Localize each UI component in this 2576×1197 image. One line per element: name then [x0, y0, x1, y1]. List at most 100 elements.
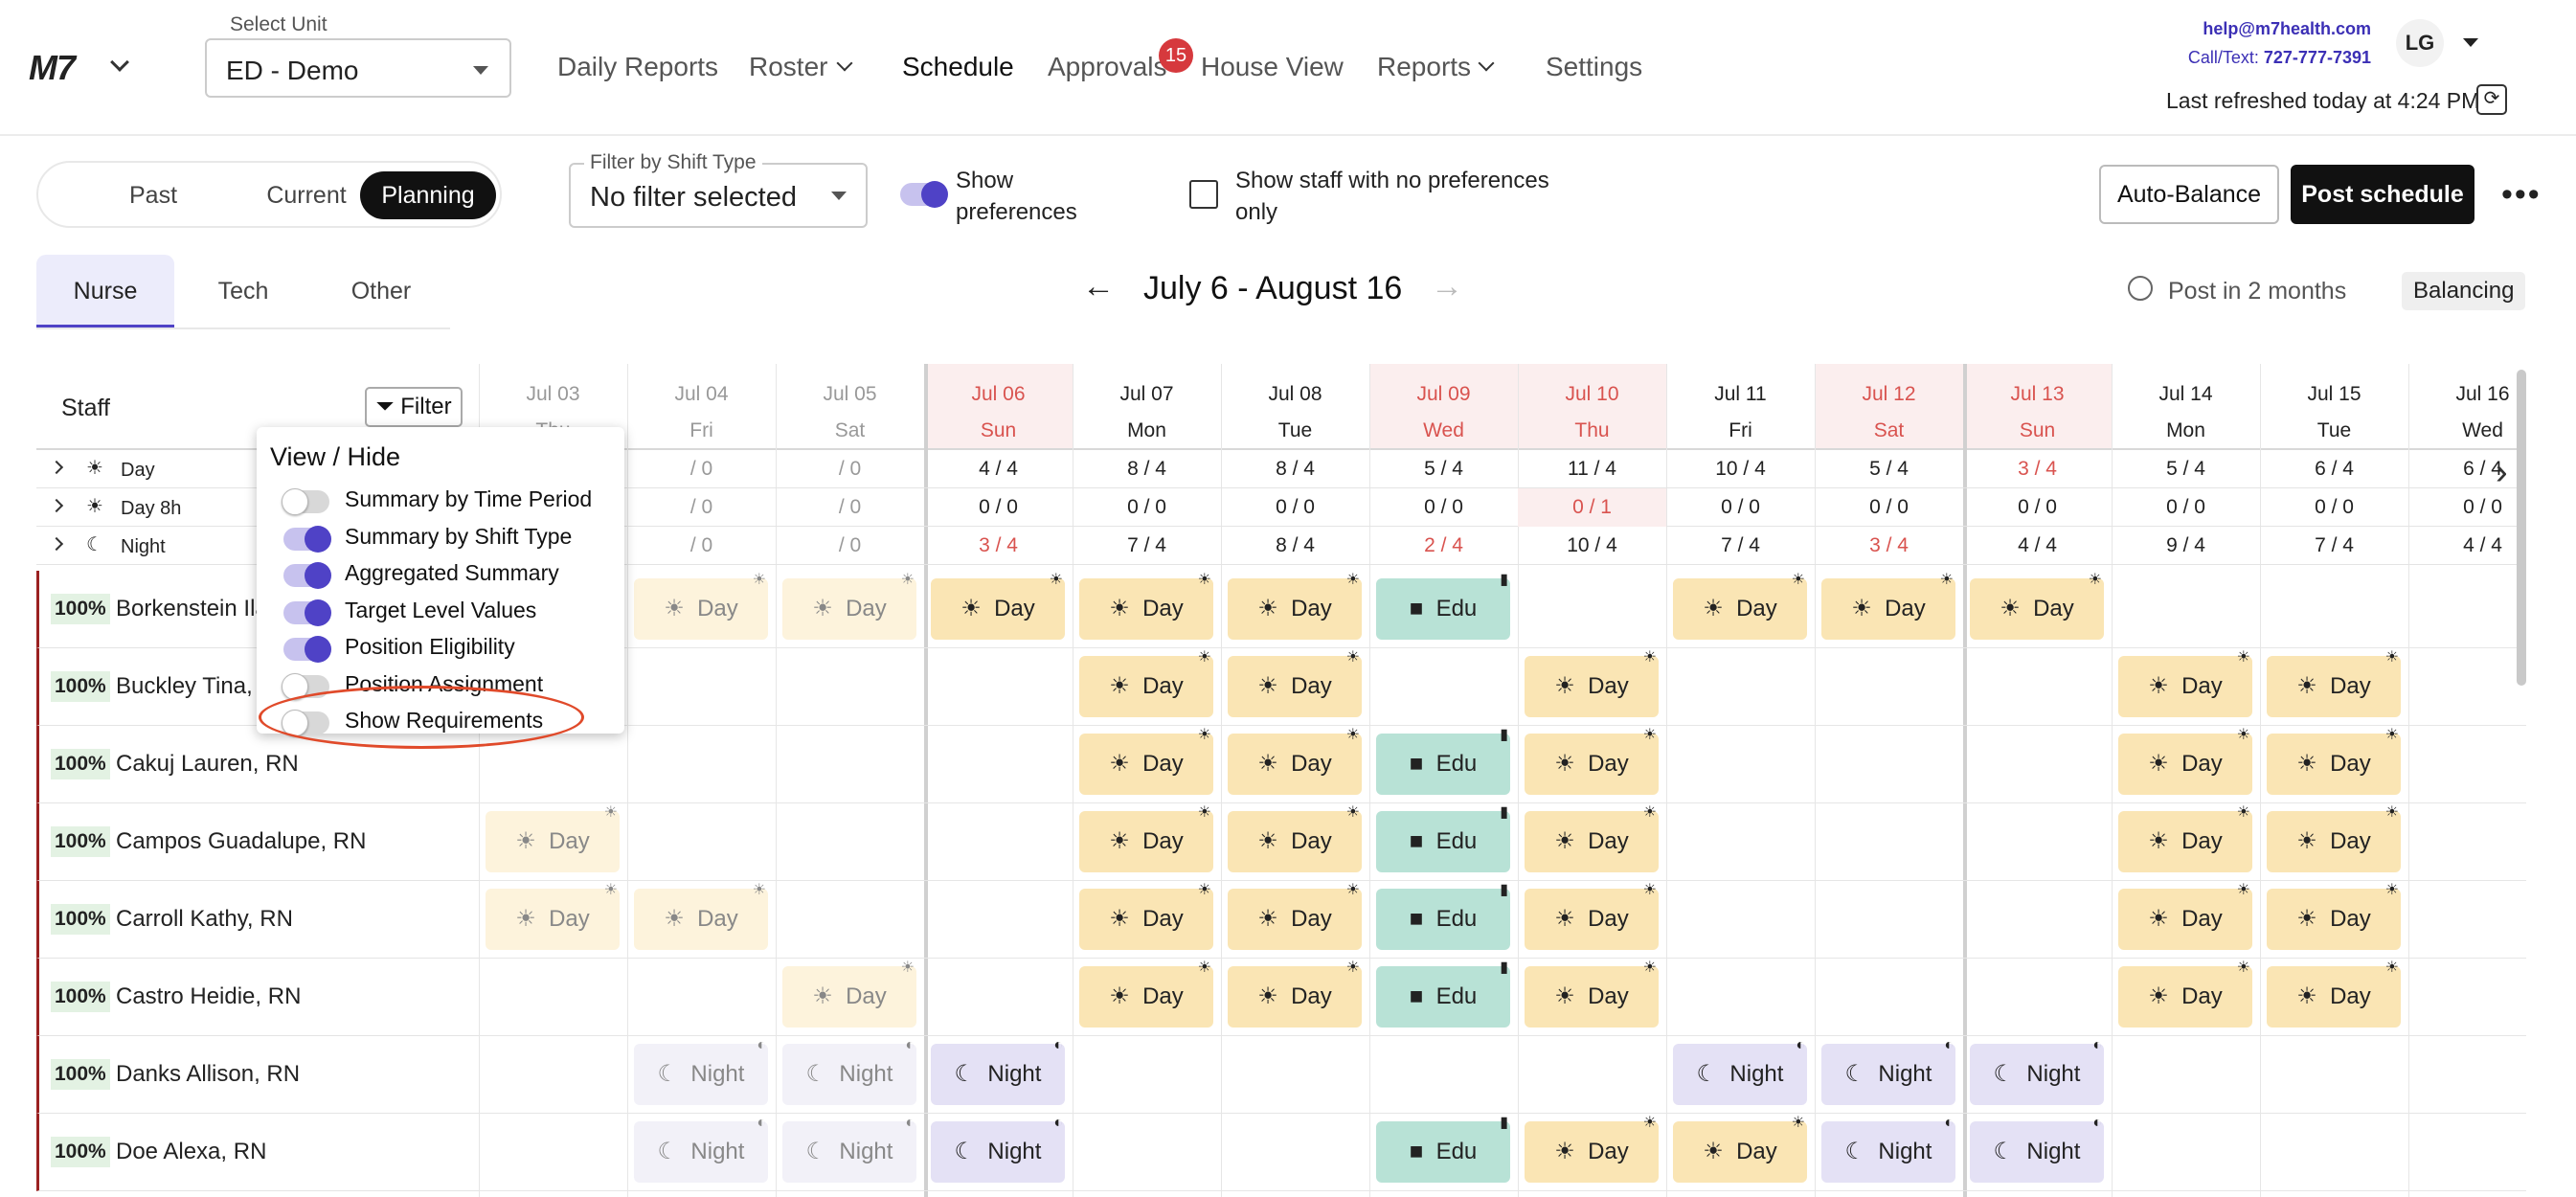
shift-cell-day[interactable]: ☀ Day ☀ — [1970, 573, 2104, 640]
staff-row-header[interactable]: 100% Doe Alexa, RN — [36, 1114, 479, 1191]
call-number[interactable]: 727-777-7391 — [2263, 48, 2371, 67]
nav-daily-reports[interactable]: Daily Reports — [557, 52, 719, 81]
summary-cell[interactable]: 5 / 4 — [1869, 458, 1909, 480]
summary-cell[interactable]: 0 / 0 — [2315, 496, 2354, 518]
summary-cell[interactable]: 8 / 4 — [1276, 534, 1315, 556]
summary-cell[interactable]: / 0 — [838, 496, 862, 518]
date-column-header[interactable]: Jul 11 Fri — [1666, 364, 1815, 450]
shift-cell-night[interactable]: ☾ Night ◐ — [782, 1116, 916, 1183]
prev-arrow-icon[interactable]: ← — [1082, 268, 1115, 305]
shift-cell-day[interactable]: ☀ Day ☀ — [2118, 650, 2252, 717]
shift-cell-day[interactable]: ☀ Day ☀ — [1079, 728, 1213, 795]
shift-cell-day[interactable]: ☀ Day ☀ — [486, 805, 620, 872]
summary-cell[interactable]: 10 / 4 — [1567, 534, 1617, 556]
summary-cell[interactable]: 0 / 0 — [1869, 496, 1909, 518]
summary-cell[interactable]: 4 / 4 — [2463, 534, 2502, 556]
summary-cell[interactable]: 0 / 1 — [1518, 488, 1666, 527]
summary-cell[interactable]: 3 / 4 — [1869, 534, 1909, 556]
more-options-icon[interactable]: ••• — [2501, 176, 2542, 213]
staff-row-header[interactable]: 100% Campos Guadalupe, RN — [36, 803, 479, 881]
shift-cell-day[interactable]: ☀ Day ☀ — [1228, 883, 1362, 950]
date-column-header[interactable]: Jul 12 Sat — [1815, 364, 1963, 450]
shift-cell-night[interactable]: ☾ Night ◐ — [931, 1116, 1065, 1183]
shift-cell-edu[interactable]: ■ Edu ▮ — [1376, 573, 1510, 640]
shift-cell-edu[interactable]: ■ Edu ▮ — [1376, 805, 1510, 872]
shift-cell-night[interactable]: ☾ Night ◐ — [931, 1038, 1065, 1105]
chevron-down-icon[interactable] — [1478, 55, 1495, 72]
nav-roster[interactable]: Roster — [749, 52, 828, 81]
shift-cell-day[interactable]: ☀ Day ☀ — [2267, 883, 2401, 950]
shift-cell-edu[interactable]: ■ Edu ▮ — [1376, 883, 1510, 950]
nav-schedule[interactable]: Schedule — [902, 52, 1014, 81]
chevron-down-icon[interactable] — [836, 55, 853, 72]
summary-cell[interactable]: / 0 — [689, 534, 713, 556]
shift-cell-day[interactable]: ☀ Day ☀ — [1525, 883, 1659, 950]
shift-cell-day[interactable]: ☀ Day ☀ — [1228, 650, 1362, 717]
shift-cell-night[interactable]: ☾ Night ◐ — [634, 1116, 768, 1183]
summary-cell[interactable]: 7 / 4 — [2315, 534, 2354, 556]
next-arrow-icon[interactable]: → — [1431, 268, 1463, 305]
nav-house-view[interactable]: House View — [1201, 52, 1344, 81]
show-preferences-toggle[interactable] — [900, 181, 948, 208]
summary-cell[interactable]: 0 / 0 — [2463, 496, 2502, 518]
view-hide-toggle[interactable] — [283, 525, 331, 553]
filter-button[interactable]: ⏷ Filter — [365, 387, 463, 427]
date-column-header[interactable]: Jul 13 Sun — [1963, 364, 2112, 450]
chevron-right-icon[interactable] — [49, 498, 64, 513]
shift-cell-night[interactable]: ☾ Night ◐ — [1970, 1116, 2104, 1183]
chevron-right-icon[interactable] — [49, 536, 64, 552]
summary-cell[interactable]: 4 / 4 — [2018, 534, 2057, 556]
summary-cell[interactable]: 8 / 4 — [1276, 458, 1315, 480]
shift-cell-day[interactable]: ☀ Day ☀ — [2118, 805, 2252, 872]
auto-balance-button[interactable]: Auto-Balance — [2099, 165, 2279, 224]
summary-cell[interactable]: / 0 — [689, 458, 713, 480]
shift-cell-day[interactable]: ☀ Day ☀ — [1079, 573, 1213, 640]
staff-row-header[interactable]: 100% Carroll Kathy, RN — [36, 881, 479, 959]
view-hide-toggle[interactable] — [283, 562, 331, 589]
no-preferences-checkbox[interactable] — [1189, 180, 1218, 209]
staff-row-header[interactable]: 100% Castro Heidie, RN — [36, 959, 479, 1036]
shift-cell-day[interactable]: ☀ Day ☀ — [1228, 728, 1362, 795]
date-column-header[interactable]: Jul 14 Mon — [2112, 364, 2260, 450]
summary-cell[interactable]: 7 / 4 — [1127, 534, 1166, 556]
shift-cell-day[interactable]: ☀ Day ☀ — [1525, 805, 1659, 872]
chevron-right-icon[interactable]: › — [2496, 452, 2508, 492]
shift-cell-day[interactable]: ☀ Day ☀ — [634, 573, 768, 640]
nav-settings[interactable]: Settings — [1546, 52, 1643, 81]
staff-row-header[interactable]: 100% Cakuj Lauren, RN — [36, 726, 479, 803]
summary-cell[interactable]: 6 / 4 — [2315, 458, 2354, 480]
refresh-icon[interactable]: ⟳ — [2476, 84, 2507, 115]
summary-cell[interactable]: 3 / 4 — [979, 534, 1018, 556]
period-current[interactable]: Current — [266, 182, 347, 209]
shift-cell-day[interactable]: ☀ Day ☀ — [1228, 960, 1362, 1028]
view-hide-toggle[interactable] — [282, 488, 329, 515]
shift-cell-day[interactable]: ☀ Day ☀ — [931, 573, 1065, 640]
view-hide-toggle[interactable] — [283, 598, 331, 626]
summary-cell[interactable]: 5 / 4 — [1424, 458, 1463, 480]
shift-cell-day[interactable]: ☀ Day ☀ — [634, 883, 768, 950]
shift-cell-day[interactable]: ☀ Day ☀ — [2118, 960, 2252, 1028]
staff-row-header[interactable]: 100% Buckley Tina, — [36, 648, 479, 726]
shift-cell-day[interactable]: ☀ Day ☀ — [1525, 960, 1659, 1028]
shift-cell-day[interactable]: ☀ Day ☀ — [1228, 573, 1362, 640]
staff-row-header[interactable]: 100% Borkenstein Ila — [36, 571, 479, 648]
summary-cell[interactable]: 0 / 0 — [1127, 496, 1166, 518]
shift-cell-day[interactable]: ☀ Day ☀ — [1673, 1116, 1807, 1183]
nav-reports[interactable]: Reports — [1377, 52, 1472, 81]
unit-select[interactable]: ED - Demo — [205, 38, 511, 98]
shift-cell-day[interactable]: ☀ Day ☀ — [1079, 650, 1213, 717]
shift-cell-night[interactable]: ☾ Night ◐ — [1821, 1116, 1955, 1183]
shift-cell-day[interactable]: ☀ Day ☀ — [1079, 883, 1213, 950]
shift-cell-edu[interactable]: ■ Edu ▮ — [1376, 1116, 1510, 1183]
help-email[interactable]: help@m7health.com — [2203, 19, 2371, 38]
summary-cell[interactable]: 0 / 0 — [2166, 496, 2205, 518]
shift-cell-night[interactable]: ☾ Night ◐ — [1821, 1038, 1955, 1105]
shift-cell-night[interactable]: ☾ Night ◐ — [1673, 1038, 1807, 1105]
shift-cell-day[interactable]: ☀ Day ☀ — [782, 960, 916, 1028]
period-planning[interactable]: Planning — [360, 171, 496, 219]
summary-cell[interactable]: 6 / 4 — [2463, 458, 2502, 480]
shift-cell-day[interactable]: ☀ Day ☀ — [2267, 805, 2401, 872]
date-column-header[interactable]: Jul 05 Sat — [776, 364, 924, 450]
summary-cell[interactable]: 9 / 4 — [2166, 534, 2205, 556]
summary-cell[interactable]: 3 / 4 — [2018, 458, 2057, 480]
